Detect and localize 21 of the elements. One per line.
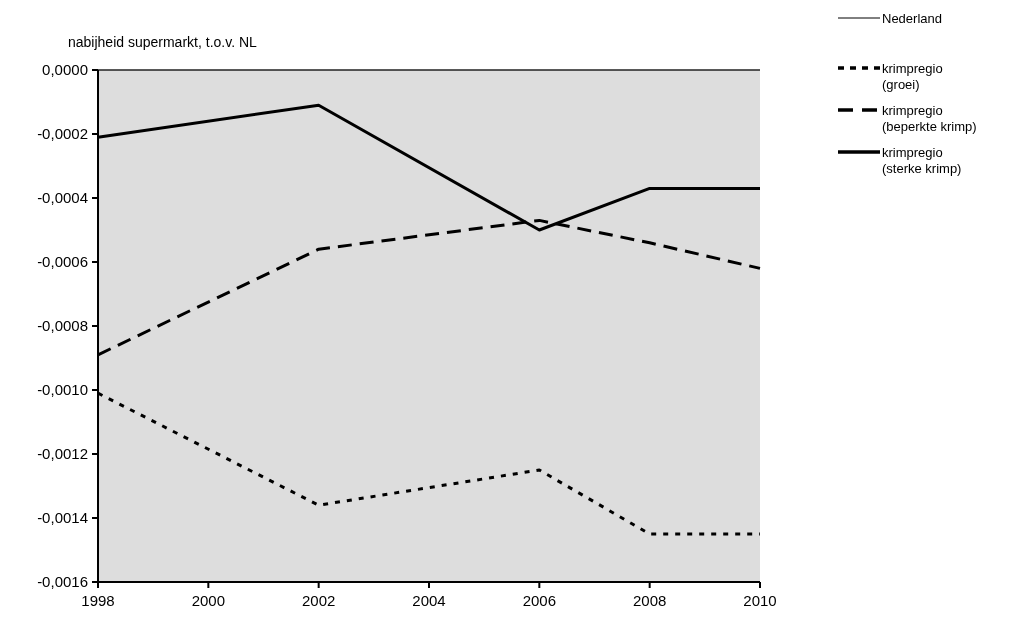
x-tick-label: 2008 <box>632 592 667 609</box>
y-tick-label: -0,0008 <box>37 317 88 335</box>
y-tick-label: -0,0014 <box>37 509 88 527</box>
x-tick-label: 2002 <box>301 592 336 609</box>
x-tick-label: 2004 <box>412 592 446 609</box>
y-tick-label: -0,0002 <box>37 125 88 143</box>
y-tick-label: -0,0004 <box>37 189 88 207</box>
y-tick-label: -0,0010 <box>37 381 88 399</box>
x-tick-label: 2010 <box>743 592 777 609</box>
legend-label: krimpregio (sterke krimp) <box>882 144 962 176</box>
y-tick-label: -0,0012 <box>37 445 88 463</box>
x-tick-label: 2000 <box>191 592 226 609</box>
chart-title: nabijheid supermarkt, t.o.v. NL <box>68 34 258 50</box>
y-tick-label: -0,0006 <box>37 253 88 271</box>
x-tick-label: 1998 <box>81 592 115 609</box>
legend-label: Nederland <box>882 10 942 26</box>
legend-label: krimpregio (groei) <box>882 60 943 92</box>
y-tick-label: -0,0016 <box>37 573 88 591</box>
y-tick-label: 0,0000 <box>42 61 88 79</box>
x-tick-label: 2006 <box>522 592 557 609</box>
legend-label: krimpregio (beperkte krimp) <box>882 102 977 134</box>
